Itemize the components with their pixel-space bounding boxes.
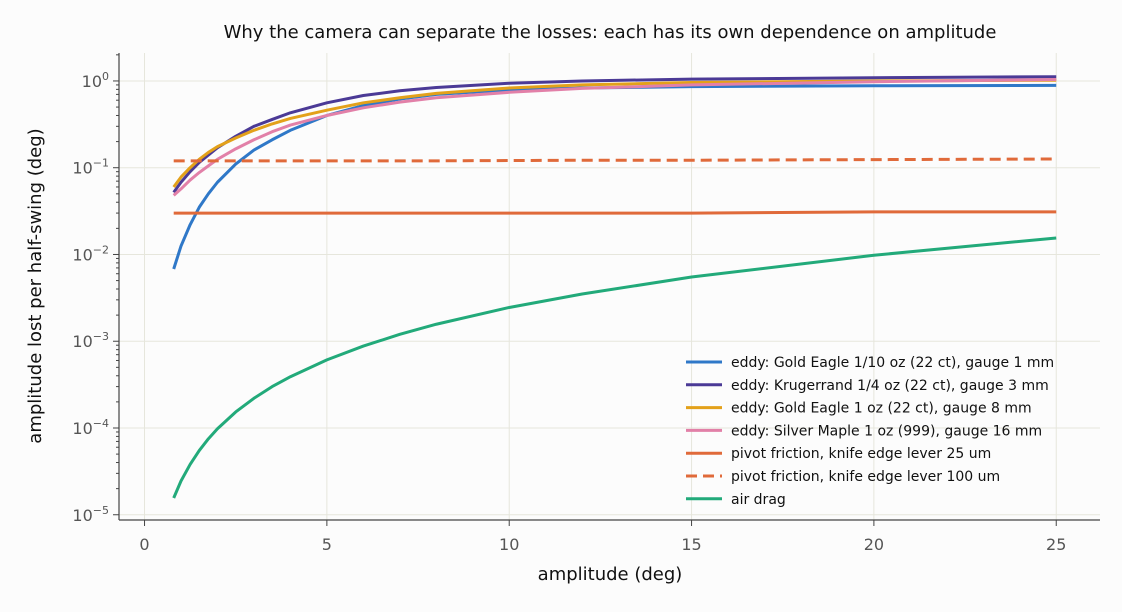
x-tick-label: 15: [681, 535, 701, 554]
series-line-3: [172, 78, 1057, 188]
y-axis-label: amplitude lost per half-swing (deg): [25, 128, 46, 443]
series-layer: [172, 75, 1057, 499]
legend-label-3: eddy: Gold Eagle 1 oz (22 ct), gauge 8 m…: [731, 401, 1032, 417]
legend-label-5: pivot friction, knife edge lever 25 um: [731, 446, 991, 462]
x-tick-label: 5: [322, 535, 332, 554]
y-tick-label: 10−3: [72, 330, 109, 351]
axes-layer: 0 5 10 15 20 25 100 10−1 10−2 10−3 10−4 10−5: [72, 53, 1100, 554]
series-line-5: [173, 210, 1057, 215]
x-tick-label: 20: [864, 535, 884, 554]
series-line-6: [173, 157, 1057, 163]
x-tick-label: 10: [499, 535, 519, 554]
x-tick-label: 0: [139, 535, 149, 554]
y-tick-label: 10−1: [72, 157, 109, 178]
legend: eddy: Gold Eagle 1/10 oz (22 ct), gauge …: [686, 355, 1054, 508]
series-line-4: [172, 77, 1057, 197]
legend-label-7: air drag: [731, 492, 786, 508]
y-tick-label: 100: [82, 70, 109, 91]
x-tick-label: 25: [1046, 535, 1066, 554]
legend-label-1: eddy: Gold Eagle 1/10 oz (22 ct), gauge …: [731, 355, 1054, 371]
series-line-7: [172, 236, 1057, 499]
legend-label-4: eddy: Silver Maple 1 oz (999), gauge 16 …: [731, 423, 1042, 439]
y-tick-label: 10−2: [72, 243, 109, 264]
legend-label-6: pivot friction, knife edge lever 100 um: [731, 469, 1000, 485]
x-axis-label: amplitude (deg): [538, 564, 683, 585]
chart-title: Why the camera can separate the losses: …: [224, 22, 997, 43]
y-tick-label: 10−4: [72, 417, 109, 438]
legend-label-2: eddy: Krugerrand 1/4 oz (22 ct), gauge 3…: [731, 378, 1049, 394]
y-tick-label: 10−5: [72, 504, 109, 525]
series-line-2: [172, 75, 1057, 194]
